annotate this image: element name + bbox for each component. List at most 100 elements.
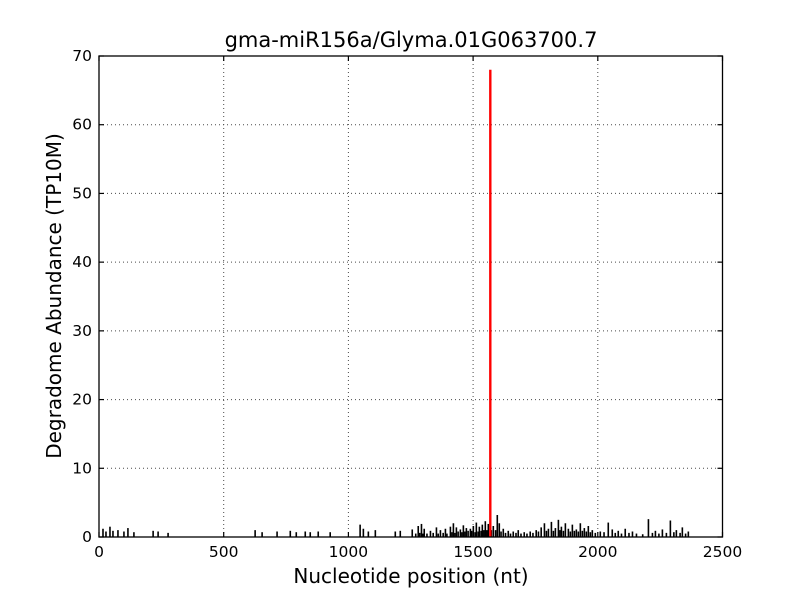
noise-bar [526,533,528,537]
x-axis-label: Nucleotide position (nt) [293,564,529,588]
noise-bar [540,527,542,537]
noise-bar [127,528,129,537]
noise-bar [679,532,681,537]
noise-bar [684,533,687,537]
noise-bar [547,528,550,537]
noise-bar [554,528,557,537]
noise-bar [603,532,605,537]
noise-bar [651,532,654,537]
noise-bar [261,532,263,537]
noise-bar [399,530,402,537]
noise-bar [635,533,638,537]
noise-bar [620,533,623,537]
noise-bar [583,528,586,537]
y-tick-label: 60 [72,116,92,134]
noise-bar [611,529,614,537]
noise-bar [543,523,546,537]
noise-bar [329,532,331,537]
noise-bar [470,530,473,537]
noise-bar [429,530,432,537]
noise-bar [647,519,650,537]
noise-bar [560,526,563,537]
noise-bar [133,532,135,537]
noise-bar [276,531,278,537]
noise-bar [641,534,644,537]
noise-bar [585,531,588,537]
peak-bar [489,69,492,537]
noise-bar [575,529,578,537]
noise-bar [105,531,107,537]
noise-bar [509,533,512,537]
noise-bar [507,530,510,537]
x-tick-label: 0 [94,543,104,561]
noise-bar [459,529,462,537]
noise-bar [439,530,442,537]
noise-bar [462,525,465,537]
noise-bar [498,523,501,537]
noise-bar [417,526,420,537]
noise-bar [362,528,365,537]
noise-bar [502,528,505,537]
noise-bar [577,531,580,537]
x-tick-label: 1500 [453,543,492,561]
noise-bar [477,531,479,537]
noise-bar [599,531,602,537]
noise-bar [687,531,690,537]
noise-bar [535,530,537,537]
noise-bar [157,531,159,537]
noise-bar [112,530,114,537]
noise-bar [446,533,448,537]
noise-bar [437,533,439,537]
x-tick-label: 2000 [578,543,617,561]
noise-bar [102,528,104,537]
noise-bar [496,515,499,537]
noise-bar [607,522,610,537]
noise-bar [451,532,453,537]
noise-bar [589,532,592,537]
noise-bar [537,531,540,537]
noise-bar [673,532,675,537]
noise-bar [418,532,421,537]
noise-bar [661,529,664,537]
noise-bar [681,527,684,537]
noise-bar [545,530,548,537]
noise-bar [414,533,417,537]
y-tick-label: 0 [82,528,92,546]
noise-bar [444,528,447,537]
noise-bar [669,520,672,537]
noise-bar [529,531,532,537]
noise-bar [484,521,487,537]
noise-bar [481,524,484,537]
noise-bar [452,523,455,537]
y-tick-label: 70 [72,47,92,65]
noise-bar [665,532,668,537]
noise-bar [359,524,361,537]
noise-bar [474,532,476,537]
noise-bar [467,530,469,537]
x-tick-label: 500 [209,543,239,561]
noise-bar [309,532,312,537]
noise-bar [658,533,660,537]
noise-bar [426,533,428,537]
noise-bar [254,530,256,537]
noise-bar [569,531,572,537]
noise-bar [367,531,370,537]
noise-bar [512,531,515,537]
y-axis-label: Degradome Abundance (TP10M) [42,133,66,459]
noise-bar [579,523,582,537]
plot-frame [98,55,724,538]
y-tick-label: 30 [72,322,92,340]
noise-bar [520,533,522,537]
x-tick-label: 1000 [329,543,368,561]
noise-bar [123,531,125,537]
noise-bar [532,532,534,537]
noise-bar [564,523,567,537]
noise-bar [411,529,414,537]
noise-bar [573,530,576,537]
noise-bar [617,530,620,537]
noise-bar [117,530,119,537]
y-tick-label: 40 [72,253,92,271]
noise-bar [486,530,488,537]
noise-bar [469,528,472,537]
